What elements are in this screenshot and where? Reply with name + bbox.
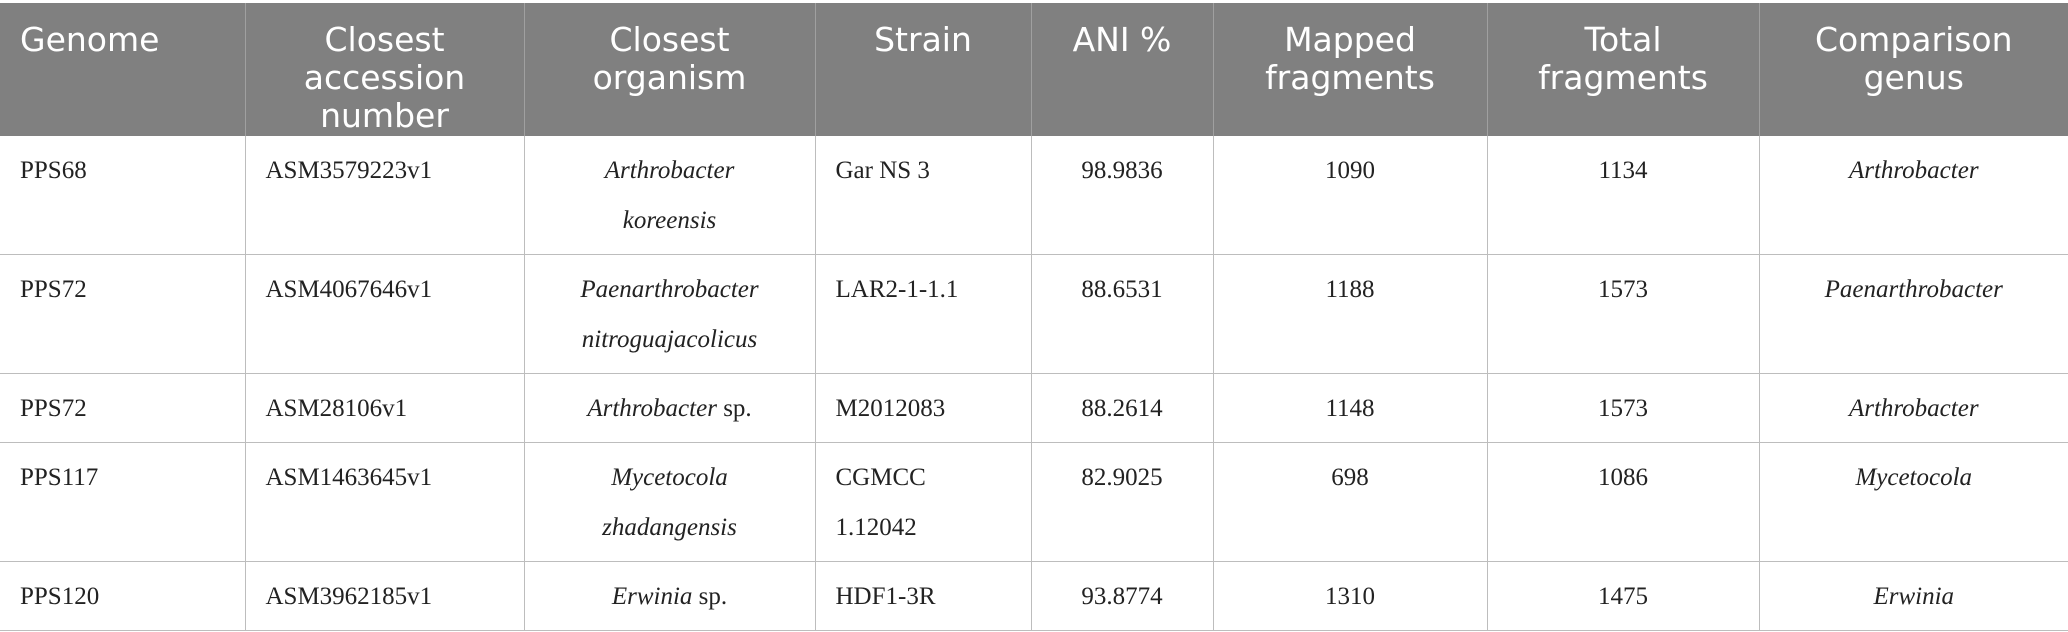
organism-species: koreensis [622, 207, 717, 234]
cell-organism: Mycetocola zhadangensis [523, 442, 815, 562]
cell-strain: M2012083 [814, 373, 1031, 443]
cell-comparison-genus: Mycetocola [1758, 442, 2068, 562]
cell-ani: 98.9836 [1030, 136, 1213, 255]
cell-total: 1086 [1486, 442, 1759, 562]
header-strain: Strain [814, 3, 1031, 136]
cell-genome: PPS117 [0, 442, 245, 562]
header-genome: Genome [0, 3, 245, 136]
table-body: PPS68 ASM3579223v1 Arthrobacter koreensis… [0, 136, 2068, 631]
ani-comparison-table: Genome Closest accession number Closest … [0, 3, 2068, 631]
cell-mapped: 1188 [1212, 254, 1487, 374]
cell-accession: ASM4067646v1 [244, 254, 524, 374]
cell-total: 1573 [1486, 254, 1759, 374]
cell-accession: ASM28106v1 [244, 373, 524, 443]
organism-species: zhadangensis [602, 514, 737, 541]
table-row: PPS68 ASM3579223v1 Arthrobacter koreensis… [0, 136, 2068, 255]
cell-ani: 88.2614 [1030, 373, 1213, 443]
organism-species: sp. [723, 395, 752, 422]
cell-comparison-genus: Arthrobacter [1758, 373, 2068, 443]
cell-genome: PPS72 [0, 254, 245, 374]
header-total-fragments: Total fragments [1486, 3, 1759, 136]
cell-organism: Erwinia sp. [523, 561, 815, 631]
cell-total: 1475 [1486, 561, 1759, 631]
cell-comparison-genus: Arthrobacter [1758, 136, 2068, 255]
cell-strain: HDF1-3R [814, 561, 1031, 631]
cell-ani: 93.8774 [1030, 561, 1213, 631]
table-row: PPS120 ASM3962185v1 Erwinia sp. HDF1-3R … [0, 561, 2068, 631]
table-row: PPS72 ASM4067646v1 Paenarthrobacter nitro… [0, 254, 2068, 374]
cell-mapped: 1310 [1212, 561, 1487, 631]
cell-total: 1134 [1486, 136, 1759, 255]
header-row: Genome Closest accession number Closest … [0, 3, 2068, 136]
cell-strain: LAR2-1-1.1 [814, 254, 1031, 374]
table-row: PPS117 ASM1463645v1 Mycetocola zhadangens… [0, 442, 2068, 562]
cell-strain: Gar NS 3 [814, 136, 1031, 255]
cell-ani: 88.6531 [1030, 254, 1213, 374]
cell-organism: Arthrobacter sp. [523, 373, 815, 443]
cell-genome: PPS120 [0, 561, 245, 631]
cell-accession: ASM3962185v1 [244, 561, 524, 631]
organism-genus: Arthrobacter [604, 157, 735, 184]
header-closest-accession: Closest accession number [244, 3, 524, 136]
organism-species: sp. [698, 583, 728, 610]
organism-genus: Arthrobacter [587, 395, 717, 422]
cell-mapped: 1090 [1212, 136, 1487, 255]
cell-strain: CGMCC 1.12042 [814, 442, 1031, 562]
header-ani: ANI % [1030, 3, 1213, 136]
cell-comparison-genus: Erwinia [1758, 561, 2068, 631]
cell-comparison-genus: Paenarthrobacter [1758, 254, 2068, 374]
cell-genome: PPS68 [0, 136, 245, 255]
header-comparison-genus: Comparison genus [1758, 3, 2068, 136]
organism-genus: Erwinia [611, 583, 693, 610]
cell-organism: Arthrobacter koreensis [523, 136, 815, 255]
cell-genome: PPS72 [0, 373, 245, 443]
header-mapped-fragments: Mapped fragments [1212, 3, 1487, 136]
header-closest-organism: Closest organism [523, 3, 815, 136]
cell-total: 1573 [1486, 373, 1759, 443]
cell-accession: ASM3579223v1 [244, 136, 524, 255]
cell-accession: ASM1463645v1 [244, 442, 524, 562]
cell-organism: Paenarthrobacter nitroguajacolicus [523, 254, 815, 374]
organism-genus: Mycetocola [611, 464, 728, 491]
cell-ani: 82.9025 [1030, 442, 1213, 562]
organism-genus: Paenarthrobacter [580, 276, 759, 303]
cell-mapped: 1148 [1212, 373, 1487, 443]
table-row: PPS72 ASM28106v1 Arthrobacter sp. M20120… [0, 373, 2068, 443]
cell-mapped: 698 [1212, 442, 1487, 562]
table-header: Genome Closest accession number Closest … [0, 3, 2068, 136]
organism-species: nitroguajacolicus [581, 326, 758, 353]
